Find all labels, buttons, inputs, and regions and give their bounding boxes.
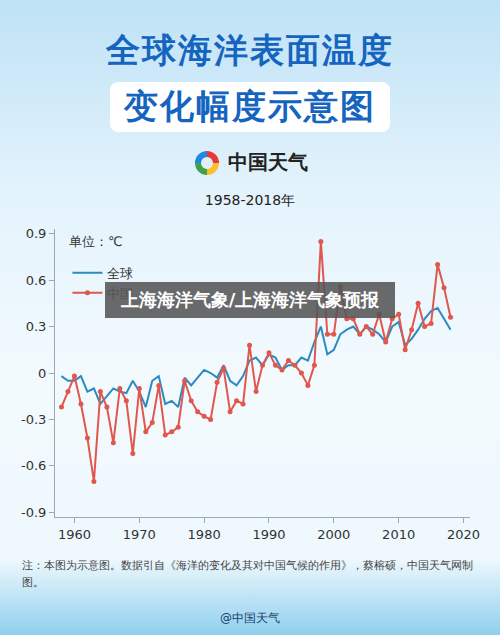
svg-text:单位：℃: 单位：℃	[69, 234, 123, 249]
svg-text:全球: 全球	[107, 266, 133, 281]
html-text:注：本图为示意图。数据引自《海洋的变化及其对中国气候的作用》: 注：本图为示意图。数据引自《海洋的变化及其对中国气候的作用》，蔡榕硕，中国天气网…	[22, 559, 473, 589]
svg-text:-0.9: -0.9	[21, 505, 46, 520]
html-text:中国天气: 中国天气	[228, 149, 308, 174]
svg-text:-0.3: -0.3	[21, 412, 46, 427]
svg-text:0: 0	[38, 366, 46, 381]
svg-text:1990: 1990	[252, 527, 285, 542]
html-text:上海海洋气象/上海海洋气象预报: 上海海洋气象/上海海洋气象预报	[120, 289, 380, 310]
svg-text:1960: 1960	[58, 527, 91, 542]
svg-text:-0.6: -0.6	[21, 458, 46, 473]
svg-text:2010: 2010	[382, 527, 415, 542]
svg-text:0.6: 0.6	[26, 273, 47, 288]
svg-text:1970: 1970	[123, 527, 156, 542]
html-text:变化幅度示意图: 变化幅度示意图	[124, 86, 376, 126]
svg-text:0.9: 0.9	[26, 226, 47, 241]
svg-text:2000: 2000	[317, 527, 350, 542]
html-text:@中国天气: @中国天气	[220, 611, 280, 625]
html-text:全球海洋表面温度: 全球海洋表面温度	[106, 30, 394, 70]
svg-text:0.3: 0.3	[26, 319, 47, 334]
svg-text:1980: 1980	[188, 527, 221, 542]
html-text:1958-2018年: 1958-2018年	[204, 192, 296, 208]
svg-text:2020: 2020	[447, 527, 480, 542]
